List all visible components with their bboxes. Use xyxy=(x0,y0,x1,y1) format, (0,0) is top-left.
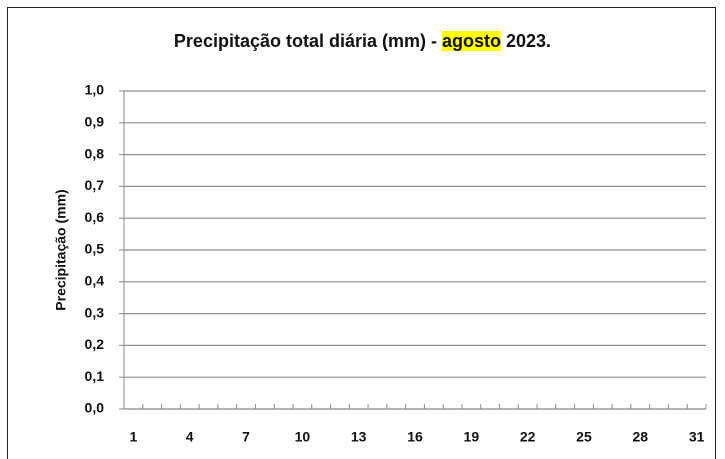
y-tick-label: 0,3 xyxy=(85,304,105,320)
x-tick-label: 25 xyxy=(576,429,592,445)
x-tick-label: 10 xyxy=(295,429,311,445)
x-tick-label: 28 xyxy=(633,429,649,445)
x-tick-label: 7 xyxy=(242,429,250,445)
x-tick-label: 22 xyxy=(520,429,536,445)
title-highlight: agosto xyxy=(442,31,502,51)
y-tick-label: 0,8 xyxy=(85,145,105,161)
y-tick-label: 0,5 xyxy=(85,241,105,257)
chart-frame xyxy=(7,7,716,459)
y-tick-label: 0,4 xyxy=(85,273,105,289)
y-tick-label: 0,1 xyxy=(85,368,105,384)
y-tick-label: 0,2 xyxy=(85,336,105,352)
y-tick-label: 0,7 xyxy=(85,177,105,193)
x-tick-label: 31 xyxy=(689,429,705,445)
x-tick-label: 16 xyxy=(407,429,423,445)
y-tick-label: 0,6 xyxy=(85,209,105,225)
x-tick-label: 19 xyxy=(464,429,480,445)
x-tick-label: 13 xyxy=(351,429,367,445)
y-tick-label: 0,9 xyxy=(85,114,105,130)
chart-title: Precipitação total diária (mm) - agosto … xyxy=(173,31,552,51)
y-tick-label: 1,0 xyxy=(85,82,105,98)
x-tick-label: 4 xyxy=(186,429,194,445)
y-axis-label: Precipitação (mm) xyxy=(53,189,69,310)
y-tick-label: 0,0 xyxy=(85,400,105,416)
x-tick-label: 1 xyxy=(129,429,137,445)
